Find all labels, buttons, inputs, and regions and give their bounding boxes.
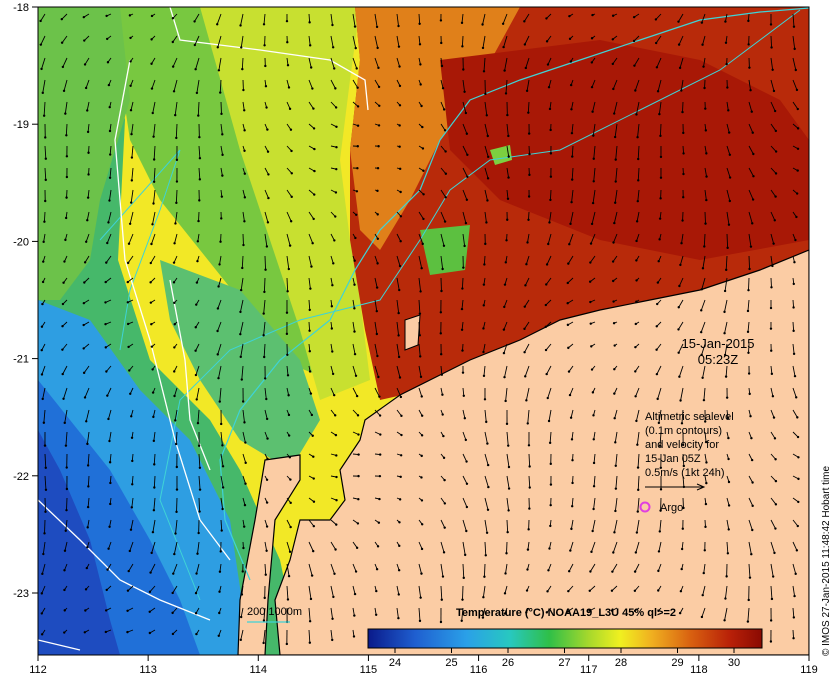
colorbar-tick-label: 29 xyxy=(671,657,683,669)
lon-tick-label: 114 xyxy=(250,664,268,676)
sealevel-contour xyxy=(169,7,369,111)
argo-marker xyxy=(639,501,651,513)
colorbar-tick-label: 28 xyxy=(615,657,627,669)
lon-tick-label: 118 xyxy=(690,664,708,676)
longitude-axis: 112 113 114 115 116 117 118 119 xyxy=(29,655,818,676)
map-frame xyxy=(37,6,810,656)
sst-field xyxy=(38,7,809,655)
lat-tick-label: -23 xyxy=(13,588,29,600)
image-time: 05:23Z xyxy=(698,352,739,367)
colorbar-tick-label: 26 xyxy=(502,657,514,669)
svg-text:Altimetric sealevel: Altimetric sealevel xyxy=(645,411,734,423)
svg-text:0.5m/s (1kt 24h): 0.5m/s (1kt 24h) xyxy=(645,467,724,479)
colorbar-tick-label: 24 xyxy=(389,657,401,669)
lon-tick-label: 112 xyxy=(29,664,47,676)
lat-tick-label: -21 xyxy=(13,354,29,366)
svg-text:and velocity for: and velocity for xyxy=(645,439,719,451)
colorbar: Temperature (°C) NOAA19_L3U 45% ql>=2 24… xyxy=(367,607,763,669)
velocity-vectors xyxy=(39,13,800,646)
bathy-contour-200 xyxy=(219,7,809,581)
argo-label: Argo xyxy=(660,502,683,514)
svg-text:15-Jan 05Z: 15-Jan 05Z xyxy=(645,453,701,465)
lat-tick-label: -22 xyxy=(13,471,29,483)
lon-tick-label: 117 xyxy=(580,664,598,676)
lon-tick-label: 113 xyxy=(139,664,157,676)
lon-tick-label: 116 xyxy=(470,664,488,676)
lon-tick-label: 119 xyxy=(800,664,818,676)
lon-tick-label: 115 xyxy=(360,664,378,676)
colorbar-title: Temperature (°C) NOAA19_L3U 45% ql>=2 xyxy=(456,607,676,619)
cape-peninsula xyxy=(237,454,301,655)
colorbar-tick-label: 25 xyxy=(445,657,457,669)
altimetry-note: Altimetric sealevel (0.1m contours) and … xyxy=(645,411,734,491)
image-date: 15-Jan-2015 xyxy=(682,336,755,351)
svg-text:(0.1m contours): (0.1m contours) xyxy=(645,425,722,437)
bathy-legend-label: 200 1000m xyxy=(247,606,302,618)
credit-text: © IMOS 27-Jan-2015 11:48:42 Hobart time xyxy=(821,466,832,656)
land-mass xyxy=(274,249,809,655)
lat-tick-label: -18 xyxy=(13,2,29,14)
lat-tick-label: -20 xyxy=(13,236,29,248)
lat-tick-label: -19 xyxy=(13,119,29,131)
latitude-axis: -18 -19 -20 -21 -22 -23 xyxy=(13,2,38,600)
colorbar-tick-label: 27 xyxy=(558,657,570,669)
colorbar-tick-label: 30 xyxy=(728,657,740,669)
bathy-contour-1000 xyxy=(159,9,801,601)
